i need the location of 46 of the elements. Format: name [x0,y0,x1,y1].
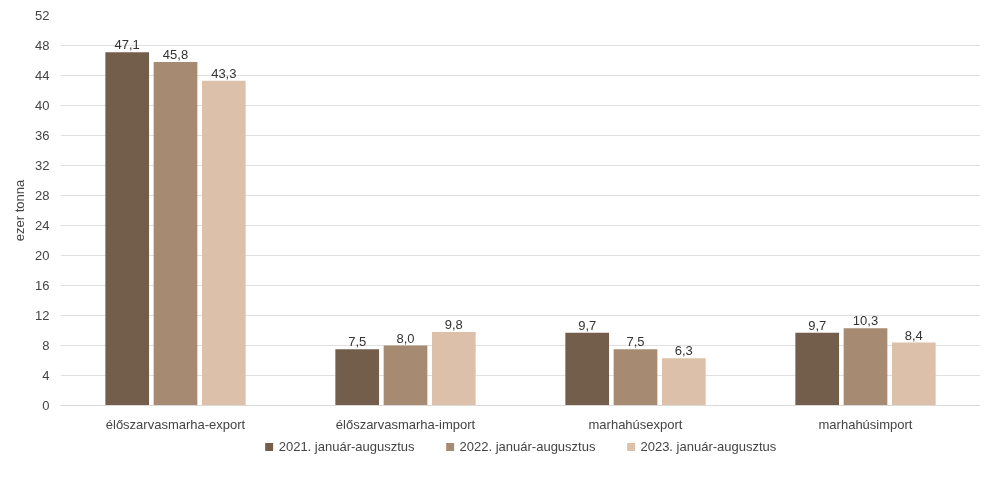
bar [383,345,428,406]
bar [891,342,936,406]
bar [153,62,198,406]
y-tick-label: 4 [42,368,50,383]
y-tick-label: 40 [35,98,50,113]
bar [843,328,888,406]
data-label: 43,3 [211,65,237,81]
data-label: 9,7 [578,317,597,333]
bar [431,332,476,406]
data-label: 7,5 [348,334,367,350]
bar [565,332,610,406]
y-tick-label: 48 [35,38,50,53]
data-label: 9,7 [808,317,827,333]
data-label: 45,8 [162,47,189,62]
bar [613,349,658,406]
data-label: 9,8 [444,317,463,332]
bar [201,80,246,406]
data-label: 8,0 [396,330,415,346]
x-tick-label: marhahúsimport [818,416,913,432]
data-label: 47,1 [114,37,140,53]
data-label: 7,5 [626,334,645,350]
y-tick-label: 20 [35,248,50,263]
y-tick-label: 44 [35,68,50,83]
y-tick-label: 52 [35,8,50,23]
data-label: 10,3 [852,313,879,329]
legend-label: 2021. január-augusztus [278,438,415,454]
x-tick-label: élőszarvasmarha-import [335,416,476,432]
legend-label: 2023. január-augusztus [640,438,777,454]
bar [661,358,706,406]
data-label: 8,4 [904,327,923,343]
bar [105,52,150,406]
bar [335,349,380,406]
y-tick-label: 12 [35,308,50,323]
y-tick-label: 28 [35,188,50,203]
y-tick-label: 24 [35,218,50,233]
y-tick-label: 16 [35,278,50,293]
y-tick-label: 32 [35,158,50,173]
legend-label: 2022. január-augusztus [459,438,596,454]
x-tick-label: élőszarvasmarha-export [105,416,246,432]
y-tick-label: 36 [35,128,50,143]
bar [795,332,840,406]
y-tick-label: 8 [42,338,50,353]
y-axis-title: ezer tonna [12,179,28,242]
y-tick-label: 0 [42,398,50,413]
data-label: 6,3 [674,343,693,359]
x-tick-label: marhahúsexport [588,416,683,432]
